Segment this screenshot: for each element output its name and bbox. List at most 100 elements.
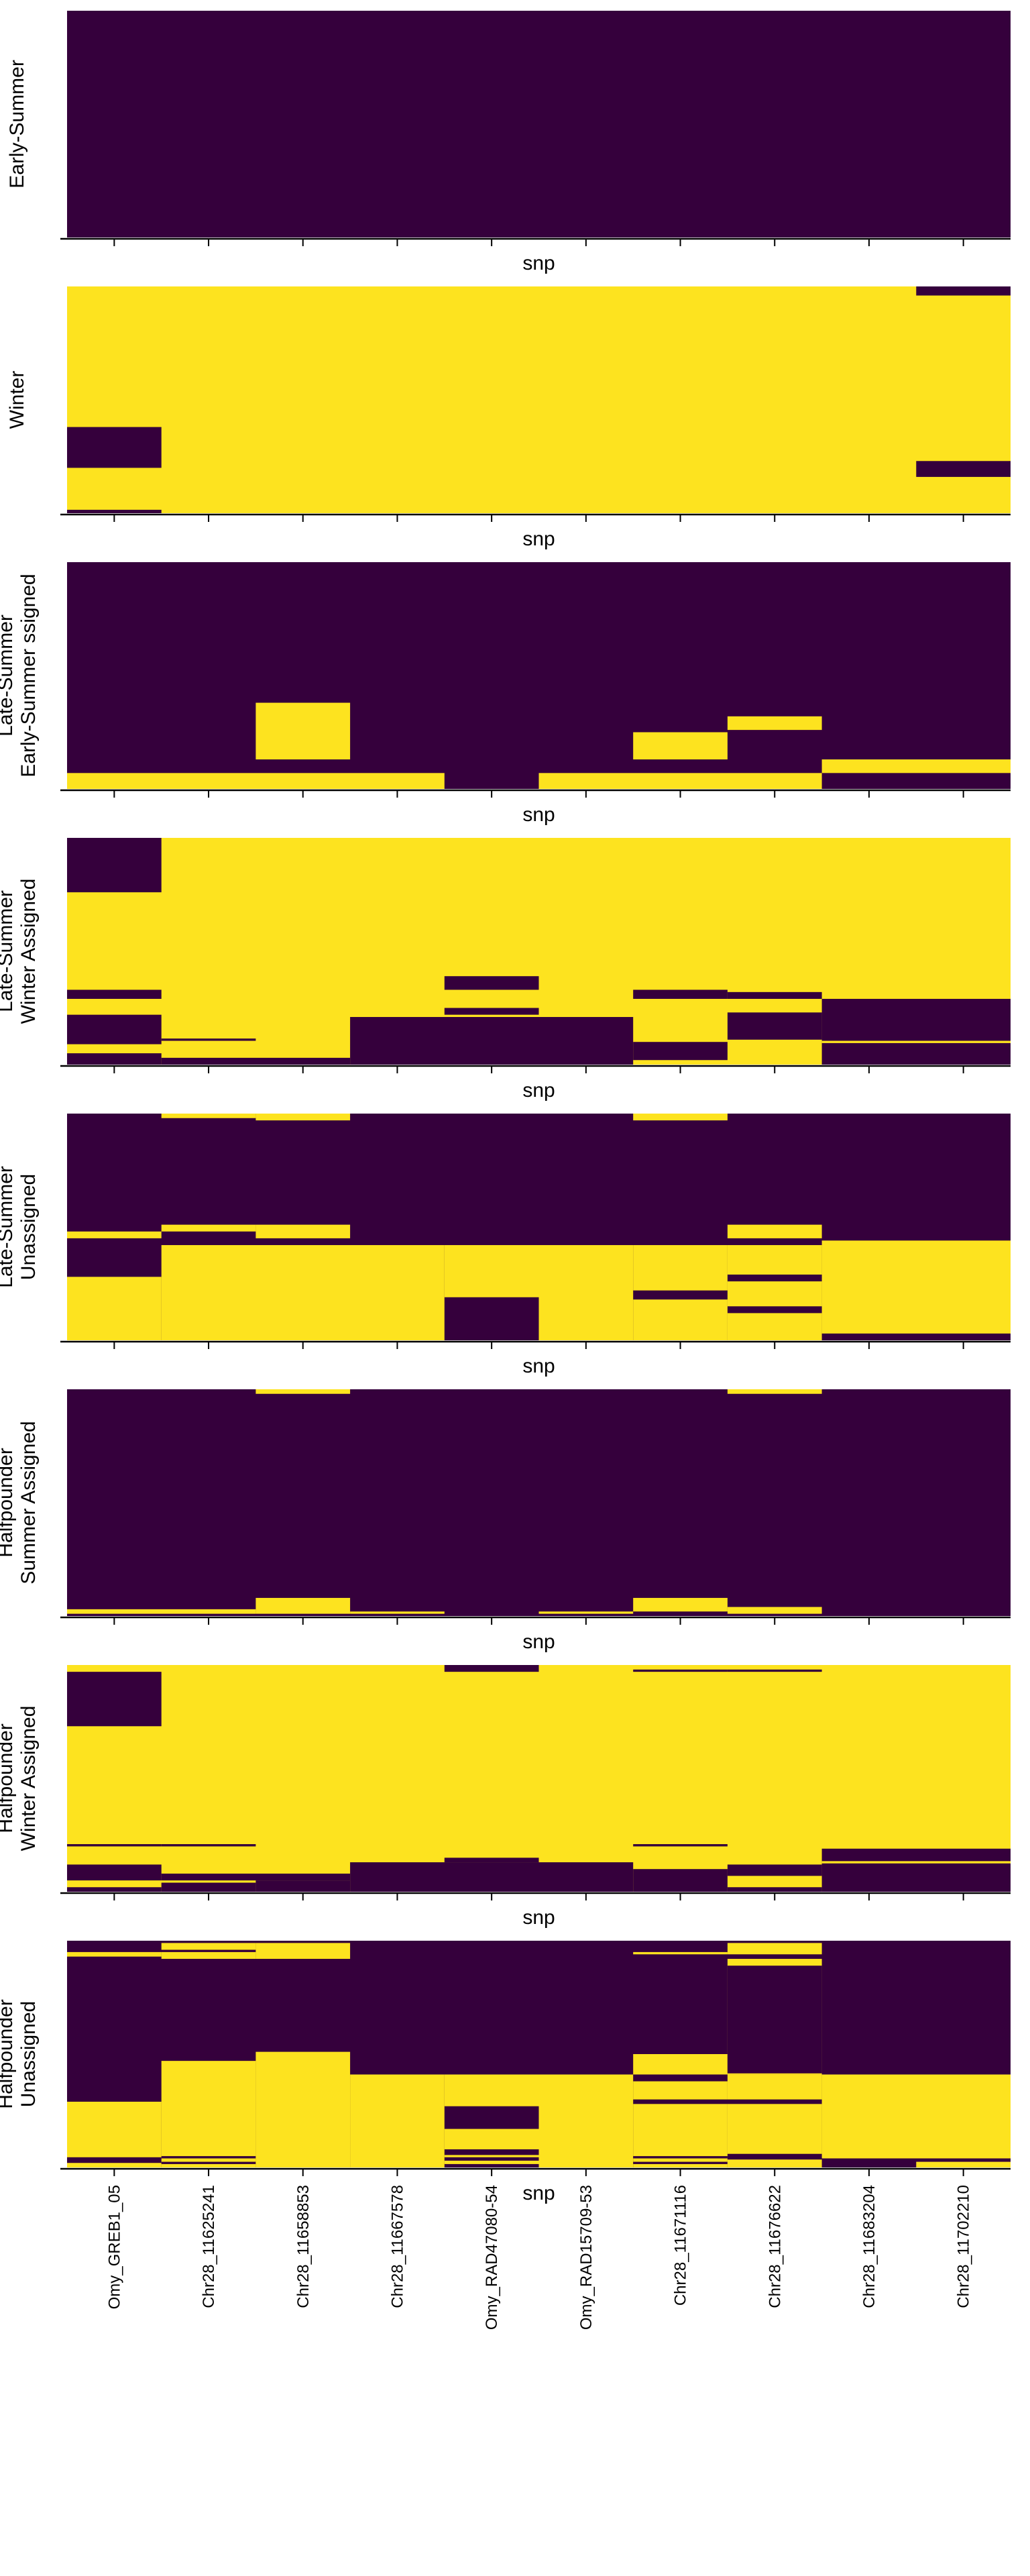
heatmap-panel-7-cell-block-11	[444, 2074, 539, 2106]
heatmap-panel-4-cell-block-9	[633, 1114, 728, 1121]
heatmap-panel-4-cell-block-1	[67, 1277, 162, 1340]
heatmap-panel-7-cell-block-2	[67, 2163, 162, 2167]
heatmap-panel-6-cell-block-17	[821, 1848, 1011, 1892]
heatmap-panel-6-cell-block-15	[727, 1864, 822, 1876]
heatmap-panel-3-cell-block-1	[67, 989, 162, 999]
heatmap-panel-5-cell-block-7	[727, 1607, 822, 1614]
heatmap-panel-6-cell-block-13	[633, 1869, 728, 1892]
panel-6-y-axis-label-line-0: Halfpounder	[0, 1723, 17, 1833]
heatmap-panel-6-cell-block-0	[67, 1672, 162, 1727]
heatmap-panel-7-cell-block-25	[727, 2104, 822, 2154]
heatmap-panel-7-cell-block-5	[161, 2061, 256, 2167]
snp-tick-label-0: Omy_GREB1_05	[105, 2185, 123, 2309]
snp-tick-label-1: Chr28_11625241	[200, 2185, 218, 2308]
panel-5-x-axis-label: snp	[522, 1631, 555, 1653]
heatmap-panel-6-cell-block-18	[821, 1861, 1011, 1864]
heatmap-panel-7-cell-block-7	[161, 2161, 256, 2164]
heatmap-panel-4-cell-block-14	[727, 1281, 822, 1307]
heatmap-panel-2-cell-block-3	[67, 773, 445, 789]
heatmap-panel-7-cell-block-24	[727, 2074, 822, 2100]
heatmap-panel-4-cell-block-10	[633, 1245, 728, 1291]
heatmap-panel-1-cell-block-0	[67, 427, 162, 468]
heatmap-panel-4-cell-block-15	[727, 1313, 822, 1340]
heatmap-panel-6-cell-block-3	[67, 1887, 162, 1892]
heatmap-panel-6-cell-block-7	[255, 1880, 351, 1892]
heatmap-panel-7-cell-block-13	[444, 2155, 539, 2157]
heatmap-panel-3-cell-block-4	[161, 1038, 256, 1041]
heatmap-panel-6-cell-block-2	[67, 1864, 162, 1881]
heatmap-panel-6-cell-block-8	[350, 1862, 634, 1892]
heatmap-panel-4-cell-block-16	[821, 1240, 1011, 1334]
heatmap-panel-7-cell-block-27	[727, 1966, 822, 2074]
heatmap-panel-5-cell-block-3	[350, 1611, 445, 1614]
heatmap-panel-1-cell-block-2	[916, 286, 1011, 296]
panel-5-y-axis-label-line-0: Halfpounder	[0, 1448, 17, 1557]
heatmap-panel-5-cell-block-2	[255, 1597, 351, 1614]
panel-5-y-axis-label-line-1: Summer Assigned	[17, 1421, 40, 1584]
panel-3-y-axis-label-line-1: Winter Assigned	[17, 879, 40, 1024]
heatmap-panel-6-cell-block-11	[633, 1669, 728, 1672]
heatmap-panel-4-cell-block-0	[67, 1231, 162, 1238]
snp-tick-label-5: Omy_RAD15709-53	[577, 2185, 595, 2330]
heatmap-panel-7-cell-block-20	[633, 2156, 728, 2159]
panel-2-x-axis-label: snp	[522, 804, 555, 826]
heatmap-panel-6-cell-block-10	[444, 1858, 539, 1863]
heatmap-panel-7-cell-block-4	[161, 1951, 256, 1960]
heatmap-panel-4-cell-block-11	[633, 1299, 728, 1340]
heatmap-panel-6-cell-block-4	[161, 1844, 256, 1847]
heatmap-panel-2-cell-block-5	[821, 759, 1011, 773]
heatmap-panel-3-cell-block-8	[444, 1008, 539, 1015]
heatmap-panel-5-cell-block-5	[633, 1597, 728, 1612]
heatmap-panel-1-cell-block-3	[916, 461, 1011, 477]
heatmap-panel-2-cell-block-4	[538, 773, 822, 789]
heatmap-panel-7-cell-block-8	[255, 1943, 351, 1960]
panel-3-y-axis-label-line-0: Late-Summer	[0, 890, 17, 1012]
heatmap-panel-7-cell-block-18	[633, 2081, 728, 2100]
heatmap-panel-6-cell-block-12	[633, 1844, 728, 1847]
heatmap-panel-7-cell-block-26	[727, 2159, 822, 2167]
panel-0-x-axis-label: snp	[522, 252, 555, 274]
panel-4-y-axis-label-line-0: Late-Summer	[0, 1166, 17, 1288]
heatmap-panel-7-cell-block-15	[538, 2074, 634, 2167]
heatmap-panel-7-cell-block-0	[67, 1951, 162, 1957]
snp-tick-label-8: Chr28_11683204	[860, 2185, 878, 2308]
heatmap-panel-3-cell-block-14	[821, 1040, 1011, 1043]
heatmap-panel-2-base	[67, 562, 1011, 789]
panel-7-y-axis-label-line-0: Halfpounder	[0, 1999, 17, 2108]
heatmap-panel-7-cell-block-21	[633, 2161, 728, 2164]
heatmap-panel-3-cell-block-12	[727, 1012, 822, 1040]
panel-6-y-axis-label-line-1: Winter Assigned	[17, 1706, 40, 1851]
snp-tick-label-9: Chr28_11702210	[955, 2185, 973, 2308]
heatmap-panel-1-cell-block-1	[67, 509, 162, 513]
heatmap-panel-7-cell-block-29	[916, 2161, 1011, 2167]
heatmap-panel-4-cell-block-6	[161, 1245, 445, 1340]
heatmap-panel-2-cell-block-1	[633, 732, 728, 760]
heatmap-panel-4-cell-block-12	[727, 1224, 822, 1238]
heatmap-panel-4-cell-block-2	[161, 1114, 256, 1118]
panel-6-x-axis-label: snp	[522, 1907, 555, 1929]
heatmap-panel-4-cell-block-4	[255, 1114, 351, 1121]
heatmap-panel-6-cell-block-14	[727, 1669, 822, 1672]
heatmap-panel-6-cell-block-6	[161, 1882, 256, 1892]
heatmap-panel-5-cell-block-6	[727, 1389, 822, 1394]
heatmap-panel-4-cell-block-5	[255, 1224, 351, 1238]
heatmap-panel-5-cell-block-1	[255, 1389, 351, 1394]
panel-0-y-axis-label-line-0: Early-Summer	[6, 60, 28, 189]
heatmap-panel-7-cell-block-17	[633, 2054, 728, 2075]
heatmap-panel-5-base	[67, 1389, 1011, 1616]
heatmap-panel-6-cell-block-16	[727, 1887, 822, 1892]
heatmap-panel-0-base	[67, 11, 1011, 237]
heatmap-panel-3-cell-block-7	[444, 976, 539, 990]
heatmap-panel-7-cell-block-1	[67, 2101, 162, 2157]
snp-tick-label-4: Omy_RAD47080-54	[483, 2185, 501, 2330]
heatmap-panel-3-cell-block-2	[67, 1014, 162, 1044]
panel-1-y-axis-label-line-0: Winter	[6, 371, 28, 429]
panel-1-x-axis-label: snp	[522, 528, 555, 550]
panel-7-y-axis-label-line-1: Unassigned	[17, 2001, 40, 2107]
panel-3-x-axis-label: snp	[522, 1079, 555, 1102]
heatmap-panel-7-cell-block-9	[255, 2051, 351, 2167]
heatmap-panel-6-cell-block-5	[161, 1873, 351, 1881]
heatmap-panel-4-cell-block-8	[538, 1245, 634, 1340]
heatmap-panel-4-cell-block-7	[444, 1245, 539, 1297]
